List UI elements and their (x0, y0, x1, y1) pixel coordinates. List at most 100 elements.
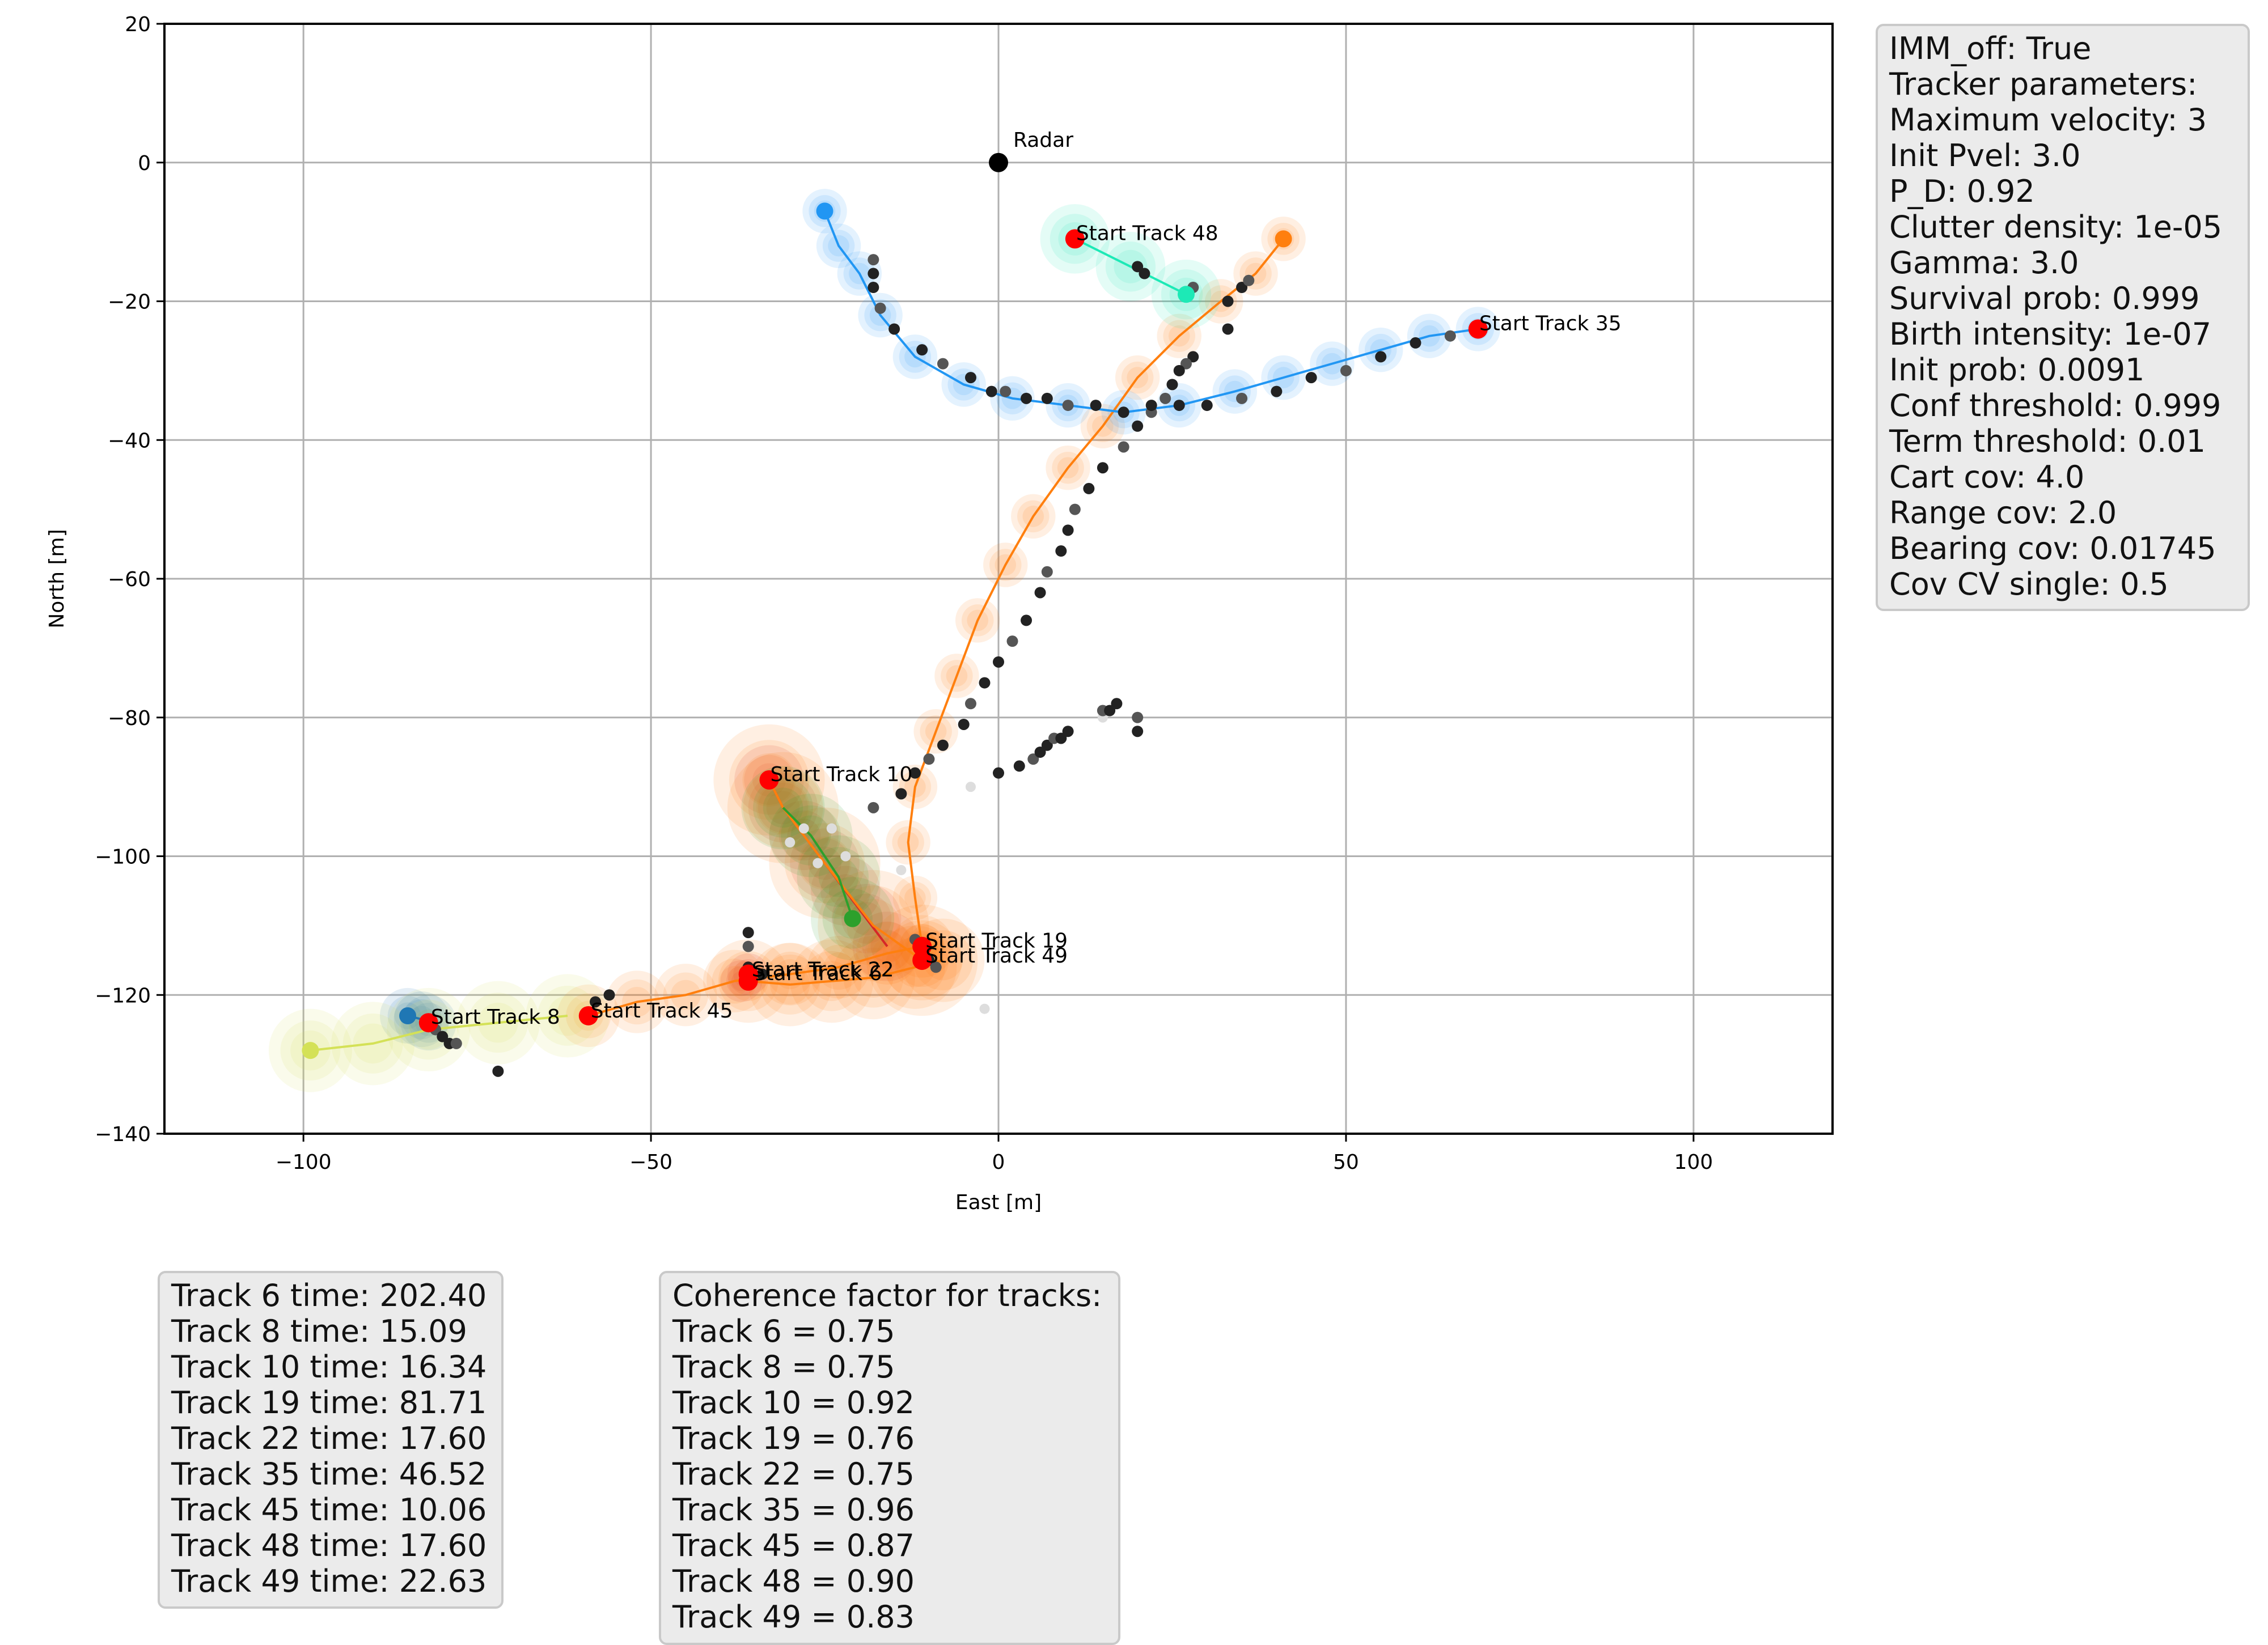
track-start-marker (912, 936, 932, 956)
measurements (430, 254, 1456, 1077)
measurement (1222, 295, 1234, 307)
measurement (1021, 614, 1033, 626)
track-start-label: Start Track 6 (753, 962, 882, 985)
faded-measurement (785, 837, 796, 848)
measurement (492, 1065, 504, 1077)
y-tick-label: −20 (108, 291, 151, 314)
measurement (1027, 753, 1039, 765)
track-start-marker (418, 1013, 438, 1033)
measurement (1160, 392, 1171, 404)
y-tick-label: −40 (108, 429, 151, 452)
track-head-marker (1275, 230, 1292, 248)
axis-ticks: −100 −50 0 50 100 20 0 −20 −40 −60 −80 −100 −120 −140 (95, 13, 1713, 1174)
parameter-line: Cart cov: 4.0 (1889, 459, 2085, 495)
measurement (1055, 732, 1067, 744)
x-axis-label: East [m] (955, 1191, 1042, 1214)
track-start-label: Start Track 45 (591, 999, 733, 1023)
measurement (868, 802, 879, 813)
measurement (1090, 400, 1102, 412)
parameter-line: Conf threshold: 0.999 (1889, 388, 2222, 423)
track-line (1074, 238, 1187, 296)
measurement (916, 344, 928, 356)
measurement (1340, 364, 1352, 376)
measurement (1034, 746, 1046, 758)
parameter-line: Bearing cov: 0.01745 (1889, 531, 2216, 566)
track-markers: Radar Start Track 6 Start Track 8 Start Tra… (302, 129, 1622, 1059)
measurement (1236, 282, 1248, 294)
measurement (1132, 420, 1144, 432)
parameter-line: Clutter density: 1e-05 (1889, 209, 2223, 245)
measurement (1006, 635, 1018, 647)
parameter-line: Tracker parameters: (1889, 66, 2198, 102)
track-time-line: Track 19 time: 81.71 (171, 1385, 487, 1421)
x-tick-label: −50 (629, 1151, 672, 1174)
measurement (937, 358, 949, 370)
parameter-line: P_D: 0.92 (1889, 173, 2035, 209)
covariance-ellipse (538, 986, 598, 1046)
measurement (874, 302, 886, 314)
covariance-ellipses (268, 189, 1501, 1092)
coherence-line: Track 10 = 0.92 (672, 1385, 915, 1421)
faded-measurement (813, 858, 823, 868)
track-head-marker (399, 1007, 417, 1024)
track-time-line: Track 35 time: 46.52 (171, 1456, 487, 1492)
x-tick-label: 100 (1674, 1151, 1713, 1174)
parameter-line: Cov CV single: 0.5 (1889, 566, 2169, 602)
measurement (590, 996, 602, 1008)
faded-measurement (965, 782, 976, 792)
measurement (1201, 400, 1213, 412)
measurement (1062, 400, 1074, 412)
measurement (1118, 406, 1129, 418)
measurement (1271, 385, 1283, 397)
parameter-line: Survival prob: 0.999 (1889, 281, 2200, 316)
y-axis-label: North [m] (45, 529, 69, 628)
x-tick-label: −100 (276, 1151, 332, 1174)
measurement (1187, 351, 1199, 363)
y-tick-label: −80 (108, 707, 151, 730)
measurement (1021, 392, 1033, 404)
y-tick-label: 0 (138, 152, 151, 175)
y-tick-label: −60 (108, 568, 151, 591)
track-start-label: Start Track 22 (752, 959, 894, 982)
measurement (1013, 760, 1025, 772)
measurement (1041, 392, 1053, 404)
track-head-marker (816, 202, 833, 220)
measurement (868, 254, 879, 266)
track-start-label: Start Track 19 (925, 930, 1068, 953)
coherence-line: Track 19 = 0.76 (672, 1421, 915, 1456)
measurement (1041, 566, 1053, 578)
track-time-line: Track 10 time: 16.34 (171, 1349, 487, 1385)
measurement (1132, 726, 1144, 737)
tracker-parameters-box: IMM_off: True Tracker parameters: Maximum … (1876, 24, 2250, 611)
coherence-line: Track 6 = 0.75 (672, 1313, 895, 1349)
measurement (909, 767, 921, 779)
measurement (868, 268, 879, 279)
measurement (1069, 503, 1081, 515)
track-start-marker (759, 770, 779, 790)
measurement (1000, 385, 1012, 397)
track-start-marker (1468, 319, 1488, 339)
measurement (1097, 462, 1108, 474)
parameter-line: Term threshold: 0.01 (1889, 423, 2206, 459)
measurement (1305, 372, 1317, 384)
track-times-box: Track 6 time: 202.40 Track 8 time: 15.09 T… (158, 1271, 503, 1609)
measurement (958, 718, 970, 730)
y-tick-label: −120 (95, 984, 151, 1007)
track-head-marker (844, 910, 861, 927)
x-tick-label: 0 (992, 1151, 1005, 1174)
measurement (985, 385, 997, 397)
radar-marker (989, 152, 1008, 172)
measurement (1132, 711, 1144, 723)
track-start-label: Start Track 48 (1076, 222, 1218, 245)
track-head-marker (302, 1042, 319, 1059)
measurement (1145, 400, 1157, 412)
coherence-line: Coherence factor for tracks: (672, 1278, 1102, 1313)
parameter-line: Birth intensity: 1e-07 (1889, 316, 2212, 352)
coherence-line: Track 49 = 0.83 (672, 1599, 915, 1635)
faded-measurement (979, 1003, 990, 1014)
measurement (923, 753, 935, 765)
track-head-marker (1177, 286, 1195, 303)
measurement (979, 677, 991, 689)
measurement (1083, 482, 1095, 494)
